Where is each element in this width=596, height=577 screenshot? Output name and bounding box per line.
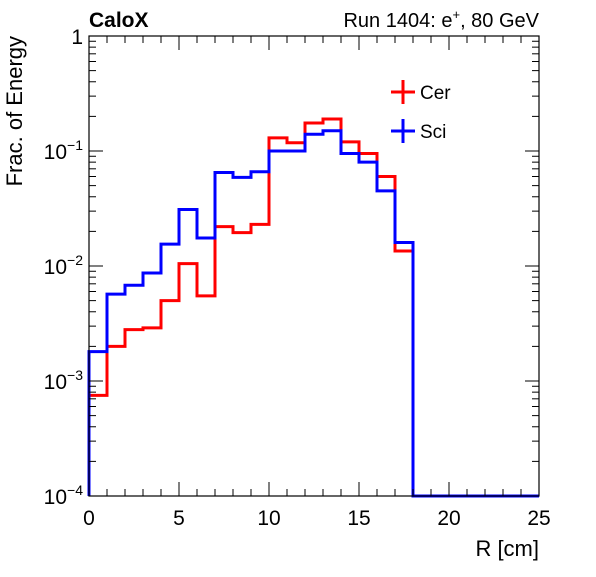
y-tick-label: 1 bbox=[71, 26, 83, 49]
x-tick-label: 25 bbox=[527, 507, 550, 530]
x-tick-label: 15 bbox=[347, 507, 370, 530]
y-tick-label: 10−2 bbox=[44, 252, 84, 279]
legend-entry-sci: Sci bbox=[391, 119, 446, 143]
y-tick-label: 10−4 bbox=[44, 482, 84, 509]
chart-title-left: CaloX bbox=[89, 9, 149, 32]
chart-title-right: Run 1404: e+, 80 GeV bbox=[343, 7, 539, 32]
x-tick-label: 0 bbox=[83, 507, 95, 530]
x-tick-label: 20 bbox=[437, 507, 460, 530]
legend-label: Sci bbox=[420, 122, 446, 143]
y-axis-label: Frac. of Energy bbox=[2, 36, 27, 186]
tick-layer: 0 5 10 15 20 25 10−4 10−3 10−2 10−1 1 bbox=[44, 26, 551, 530]
y-tick-label: 10−1 bbox=[44, 137, 84, 164]
x-tick-label: 5 bbox=[173, 507, 185, 530]
series-sci-histogram bbox=[87, 129, 539, 498]
x-axis-label: R [cm] bbox=[475, 536, 539, 561]
y-tick-label: 10−3 bbox=[44, 367, 84, 394]
x-tick-label: 10 bbox=[257, 507, 280, 530]
legend-entry-cer: Cer bbox=[391, 80, 451, 104]
series-layer bbox=[87, 117, 539, 498]
legend-label: Cer bbox=[420, 83, 451, 104]
legend: Cer Sci bbox=[391, 80, 451, 143]
